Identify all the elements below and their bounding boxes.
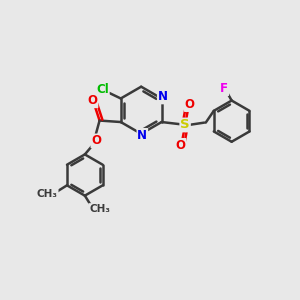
Text: S: S (180, 118, 190, 131)
Text: O: O (88, 94, 98, 107)
Text: CH₃: CH₃ (37, 189, 58, 199)
Text: CH₃: CH₃ (89, 204, 110, 214)
Text: O: O (176, 139, 185, 152)
Text: O: O (185, 98, 195, 111)
Text: N: N (158, 91, 168, 103)
Text: F: F (220, 82, 228, 95)
Text: N: N (137, 129, 147, 142)
Text: Cl: Cl (96, 83, 109, 96)
Text: O: O (91, 134, 101, 147)
